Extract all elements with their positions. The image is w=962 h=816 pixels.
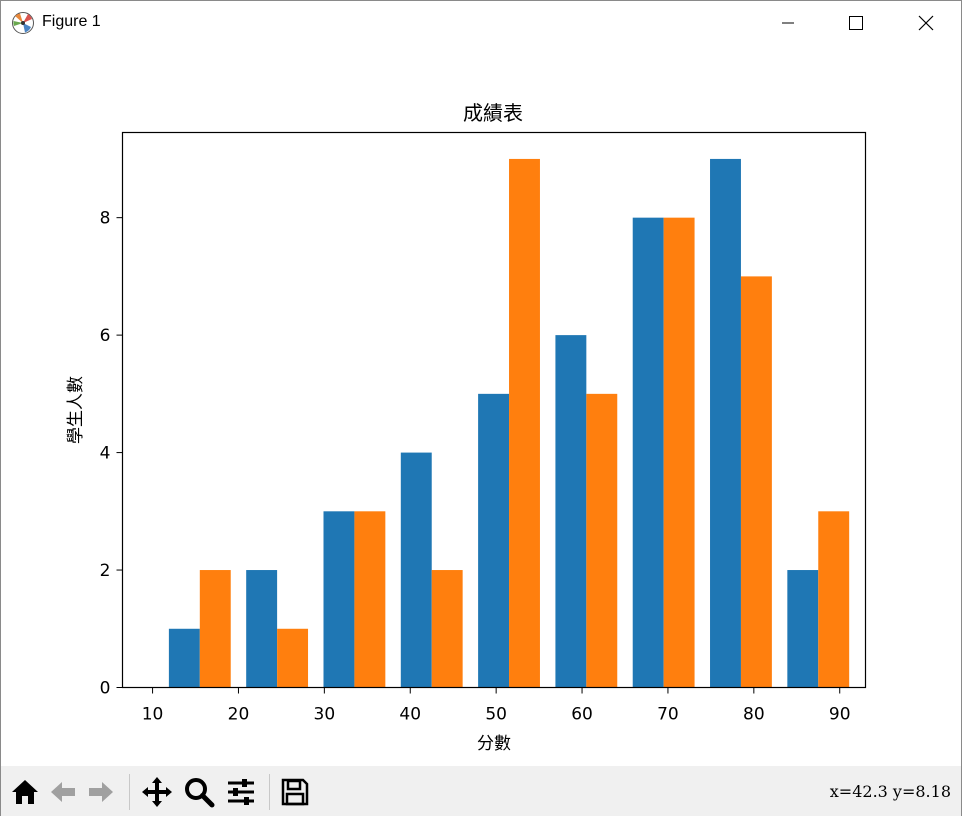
bar-series2-bin7 [663, 217, 695, 688]
y-tick-label: 2 [100, 561, 111, 581]
bar-series2-bin8 [740, 276, 772, 688]
window-title: Figure 1 [42, 13, 101, 30]
configure-subplots-icon [228, 779, 254, 805]
toolbar-separator [129, 774, 130, 810]
y-axis-label: 學生人數 [66, 376, 86, 444]
back-button[interactable] [45, 774, 81, 810]
y-axis-ticks: 0 2 4 6 8 [100, 209, 123, 699]
matplotlib-app-icon [12, 12, 34, 34]
bar-series1-bin6 [555, 335, 587, 688]
x-axis-ticks: 10 20 30 40 50 60 70 80 90 [142, 687, 851, 725]
save-button[interactable] [277, 774, 313, 810]
x-tick-label: 90 [829, 705, 851, 725]
x-tick-label: 40 [399, 705, 421, 725]
home-button[interactable] [7, 774, 43, 810]
bar-series1-bin7 [632, 217, 664, 688]
bar-series2-bin1 [199, 570, 231, 688]
x-tick-label: 50 [485, 705, 507, 725]
bar-series2-bin2 [277, 628, 309, 688]
x-axis-label: 分數 [477, 734, 511, 754]
x-tick-label: 10 [142, 705, 164, 725]
bar-series1-bin2 [246, 570, 278, 688]
forward-button[interactable] [83, 774, 119, 810]
y-tick-label: 4 [100, 444, 111, 464]
pan-icon [142, 777, 172, 807]
x-tick-label: 70 [657, 705, 679, 725]
save-icon [281, 778, 309, 806]
bar-series2-bin9 [818, 511, 850, 688]
configure-subplots-button[interactable] [223, 774, 259, 810]
bar-series1-bin4 [400, 452, 432, 688]
back-arrow-icon [51, 782, 75, 802]
zoom-icon [185, 778, 215, 808]
bar-series2-bin3 [354, 511, 386, 688]
bar-chart: 成績表 10 20 30 40 50 60 70 80 90 0 2 4 6 8 分數 學生人數 [66, 101, 867, 754]
x-tick-label: 20 [228, 705, 250, 725]
pan-button[interactable] [139, 774, 175, 810]
close-icon [918, 15, 934, 31]
close-button[interactable] [903, 1, 949, 45]
minimize-icon [782, 22, 794, 24]
bar-series1-bin8 [710, 158, 741, 688]
chart-title: 成績表 [463, 101, 523, 125]
toolbar-separator [269, 774, 270, 810]
minimize-button[interactable] [765, 1, 811, 45]
zoom-button[interactable] [181, 774, 217, 810]
y-tick-label: 0 [100, 679, 111, 699]
cursor-coordinates: x=42.3 y=8.18 [829, 782, 951, 801]
x-tick-label: 60 [571, 705, 593, 725]
bar-series2-bin6 [586, 393, 618, 688]
title-bar[interactable]: Figure 1 [1, 1, 961, 45]
y-tick-label: 6 [100, 326, 111, 346]
home-icon [12, 780, 38, 804]
y-tick-label: 8 [100, 209, 111, 229]
bar-series2-bin5 [509, 158, 540, 688]
maximize-icon [849, 16, 863, 30]
bar-series1-bin1 [168, 628, 200, 688]
figure-canvas[interactable]: 成績表 10 20 30 40 50 60 70 80 90 0 2 4 6 8 分數 學生人數 [1, 45, 961, 766]
bar-series2-bin4 [431, 570, 463, 688]
x-tick-label: 30 [314, 705, 336, 725]
bar-series1-bin9 [787, 570, 819, 688]
forward-arrow-icon [89, 782, 113, 802]
bar-series1-bin3 [323, 511, 355, 688]
bars-group [168, 158, 850, 688]
maximize-button[interactable] [833, 1, 879, 45]
navigation-toolbar: x=42.3 y=8.18 [1, 766, 961, 816]
x-tick-label: 80 [743, 705, 765, 725]
bar-series1-bin5 [478, 393, 510, 688]
plot-frame [121, 131, 867, 689]
